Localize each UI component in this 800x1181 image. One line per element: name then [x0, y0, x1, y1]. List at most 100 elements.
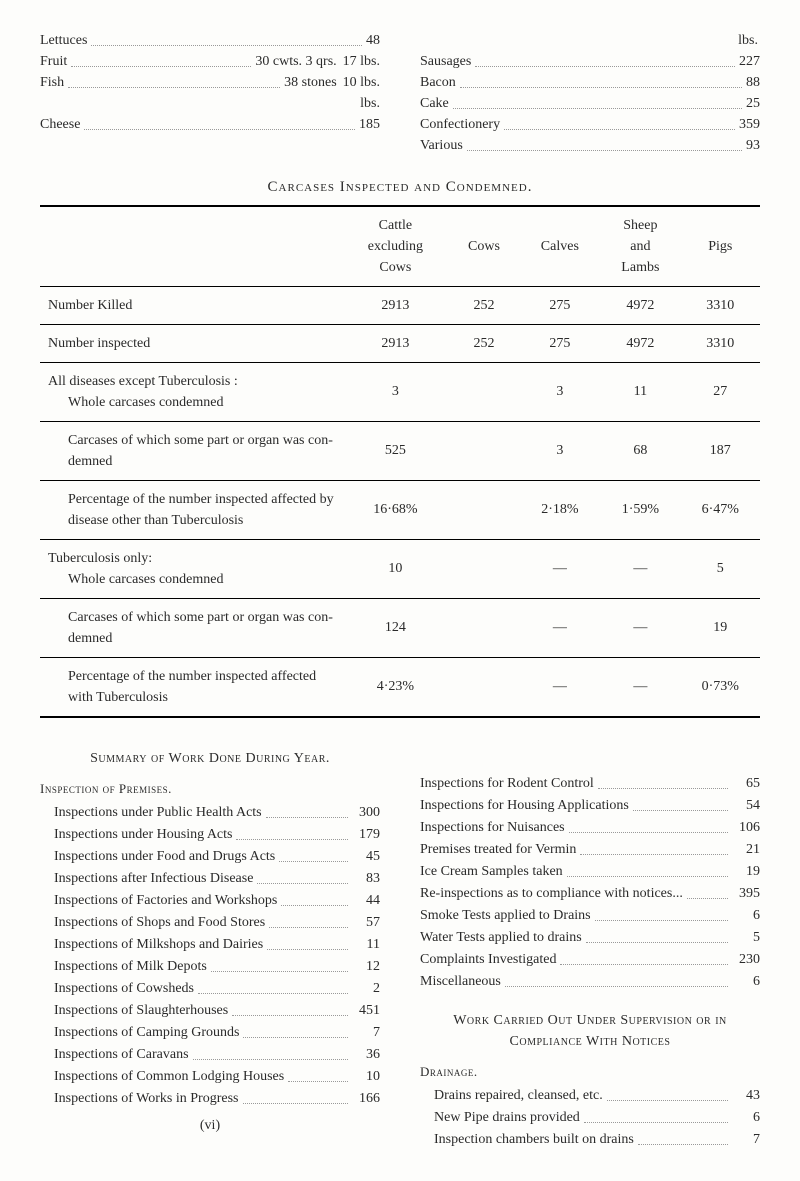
- carcases-col-header: CattleexcludingCows: [342, 206, 448, 287]
- list-item: Smoke Tests applied to Drains6: [420, 905, 760, 926]
- table-cell: —: [520, 657, 601, 717]
- table-cell: 525: [342, 421, 448, 480]
- table-cell: —: [520, 539, 601, 598]
- top-right-line: Various93: [420, 135, 760, 156]
- row-label: Number inspected: [40, 324, 342, 362]
- table-cell: [448, 657, 519, 717]
- table-cell: 10: [342, 539, 448, 598]
- carcases-table: CattleexcludingCowsCowsCalvesSheepandLam…: [40, 205, 760, 718]
- table-cell: 3310: [681, 286, 760, 324]
- table-row: Carcases of which some part or organ was…: [40, 421, 760, 480]
- left-summary: Summary of Work Done During Year. Inspec…: [40, 742, 380, 1152]
- table-cell: 16·68%: [342, 480, 448, 539]
- list-item: Inspections of Common Lodging Houses10: [54, 1066, 380, 1087]
- row-label: Percentage of the number inspected affec…: [40, 480, 342, 539]
- table-cell: 3310: [681, 324, 760, 362]
- bottom-columns: Summary of Work Done During Year. Inspec…: [40, 742, 760, 1152]
- list-item: Inspections for Rodent Control65: [420, 773, 760, 794]
- table-cell: 6·47%: [681, 480, 760, 539]
- table-cell: 2913: [342, 286, 448, 324]
- work-carried-title: Work Carried Out Under Supervision or in…: [420, 1010, 760, 1052]
- list-item: Inspections after Infectious Disease83: [54, 868, 380, 889]
- table-cell: 19: [681, 598, 760, 657]
- table-cell: 187: [681, 421, 760, 480]
- list-item: Water Tests applied to drains5: [420, 927, 760, 948]
- list-item: Inspections under Public Health Acts300: [54, 802, 380, 823]
- table-cell: 252: [448, 286, 519, 324]
- top-right-col: lbs. Sausages227Bacon88Cake25Confectione…: [420, 30, 760, 156]
- list-item: Re-inspections as to compliance with not…: [420, 883, 760, 904]
- list-item: Inspections for Housing Applications54: [420, 795, 760, 816]
- list-item: Inspections of Shops and Food Stores57: [54, 912, 380, 933]
- top-right-line: Confectionery359: [420, 114, 760, 135]
- carcases-col-header: [40, 206, 342, 287]
- list-item: Inspections of Slaughterhouses451: [54, 1000, 380, 1021]
- table-cell: 124: [342, 598, 448, 657]
- list-item: Inspections of Factories and Workshops44: [54, 890, 380, 911]
- list-item: Inspections of Milk Depots12: [54, 956, 380, 977]
- table-row: Carcases of which some part or organ was…: [40, 598, 760, 657]
- carcases-col-header: Calves: [520, 206, 601, 287]
- list-item: Ice Cream Samples taken19: [420, 861, 760, 882]
- table-row: Tuberculosis only:Whole carcases condemn…: [40, 539, 760, 598]
- table-row: Number inspected291325227549723310: [40, 324, 760, 362]
- list-item: Complaints Investigated230: [420, 949, 760, 970]
- lbs-heading: lbs.: [420, 30, 760, 51]
- table-cell: —: [520, 598, 601, 657]
- carcases-title: Carcases Inspected and Condemned.: [40, 176, 760, 199]
- top-right-line: Bacon88: [420, 72, 760, 93]
- carcases-col-header: Cows: [448, 206, 519, 287]
- row-label: Tuberculosis only:Whole carcases condemn…: [40, 539, 342, 598]
- summary-title: Summary of Work Done During Year.: [40, 748, 380, 769]
- right-summary: Inspections for Rodent Control65Inspecti…: [420, 742, 760, 1152]
- top-columns: Lettuces48Fruit30 cwts. 3 qrs.17 lbs.Fis…: [40, 30, 760, 156]
- list-item: Inspection chambers built on drains7: [434, 1129, 760, 1150]
- table-cell: —: [600, 539, 681, 598]
- table-cell: 27: [681, 362, 760, 421]
- page-roman: (vi): [40, 1115, 380, 1136]
- table-cell: —: [600, 657, 681, 717]
- table-cell: [448, 539, 519, 598]
- top-left-col: Lettuces48Fruit30 cwts. 3 qrs.17 lbs.Fis…: [40, 30, 380, 156]
- table-row: Percentage of the number inspected affec…: [40, 657, 760, 717]
- top-left-line: Fish38 stones10 lbs.: [40, 72, 380, 93]
- table-cell: [448, 598, 519, 657]
- top-left-line: Cheese185: [40, 114, 380, 135]
- top-right-line: Cake25: [420, 93, 760, 114]
- list-item: Inspections under Housing Acts179: [54, 824, 380, 845]
- carcases-col-header: SheepandLambs: [600, 206, 681, 287]
- table-cell: 3: [520, 362, 601, 421]
- top-right-line: Sausages227: [420, 51, 760, 72]
- table-cell: 4972: [600, 324, 681, 362]
- top-left-line: lbs.: [40, 93, 380, 114]
- list-item: Inspections for Nuisances106: [420, 817, 760, 838]
- list-item: Drains repaired, cleansed, etc.43: [434, 1085, 760, 1106]
- table-cell: 0·73%: [681, 657, 760, 717]
- list-item: Premises treated for Vermin21: [420, 839, 760, 860]
- table-cell: [448, 421, 519, 480]
- table-cell: 275: [520, 286, 601, 324]
- table-cell: 4972: [600, 286, 681, 324]
- table-cell: 275: [520, 324, 601, 362]
- top-left-line: Fruit30 cwts. 3 qrs.17 lbs.: [40, 51, 380, 72]
- table-cell: 2·18%: [520, 480, 601, 539]
- row-label: Percentage of the number inspected affec…: [40, 657, 342, 717]
- list-item: Inspections of Milkshops and Dairies11: [54, 934, 380, 955]
- row-label: Carcases of which some part or organ was…: [40, 598, 342, 657]
- table-cell: 252: [448, 324, 519, 362]
- table-cell: 4·23%: [342, 657, 448, 717]
- table-cell: 68: [600, 421, 681, 480]
- table-cell: [448, 480, 519, 539]
- table-cell: 3: [520, 421, 601, 480]
- table-cell: 5: [681, 539, 760, 598]
- list-item: Inspections of Caravans36: [54, 1044, 380, 1065]
- list-item: Inspections of Camping Grounds7: [54, 1022, 380, 1043]
- list-item: Inspections of Cowsheds2: [54, 978, 380, 999]
- table-cell: —: [600, 598, 681, 657]
- table-row: Percentage of the number inspected affec…: [40, 480, 760, 539]
- table-cell: 11: [600, 362, 681, 421]
- table-row: All diseases except Tuberculosis :Whole …: [40, 362, 760, 421]
- table-cell: 3: [342, 362, 448, 421]
- inspection-premises-heading: Inspection of Premises.: [40, 779, 380, 799]
- table-cell: 1·59%: [600, 480, 681, 539]
